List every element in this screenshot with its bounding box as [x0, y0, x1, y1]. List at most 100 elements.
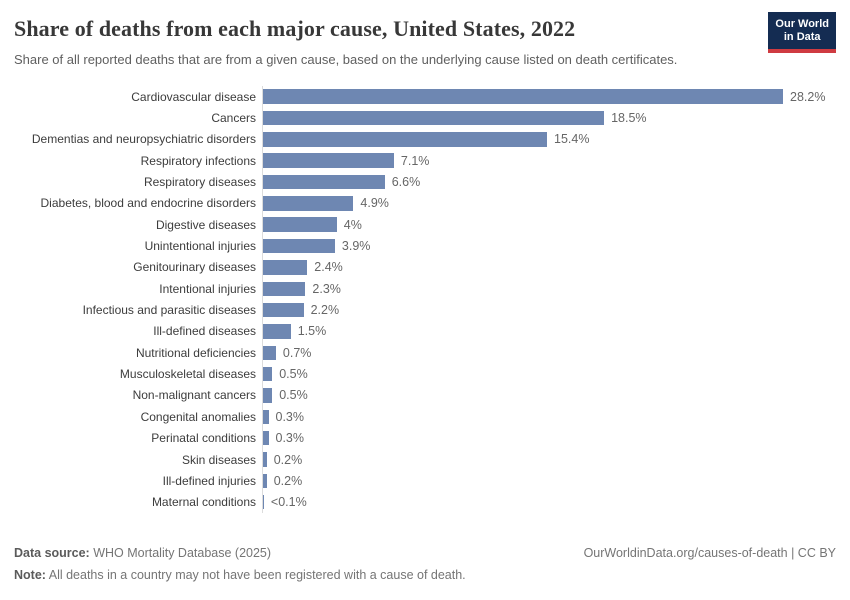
chart-row: Ill-defined injuries 0.2%: [10, 470, 836, 492]
chart-row: Maternal conditions <0.1%: [10, 491, 836, 513]
category-label: Skin diseases: [181, 452, 256, 467]
data-source-text: WHO Mortality Database (2025): [89, 546, 272, 560]
axis-and-bar-cell: <0.1%: [262, 491, 836, 513]
bar[interactable]: [263, 153, 394, 168]
chart-row: Nutritional deficiencies 0.7%: [10, 342, 836, 364]
chart-row: Infectious and parasitic diseases 2.2%: [10, 299, 836, 321]
category-label: Unintentional injuries: [144, 239, 256, 254]
category-label: Maternal conditions: [151, 495, 256, 510]
bar[interactable]: [263, 494, 264, 510]
axis-and-bar-cell: 3.9%: [262, 235, 836, 257]
chart-row: Genitourinary diseases 2.4%: [10, 256, 836, 279]
chart-row: Skin diseases 0.2%: [10, 448, 836, 471]
value-label: 7.1%: [400, 153, 430, 168]
bar[interactable]: [263, 196, 354, 211]
bar[interactable]: [263, 473, 267, 489]
axis-and-bar-cell: 0.2%: [262, 448, 836, 471]
axis-and-bar-cell: 0.3%: [262, 406, 836, 428]
chart-row: Diabetes, blood and endocrine disorders …: [10, 192, 836, 215]
chart-row: Digestive diseases 4%: [10, 214, 836, 236]
value-label: 2.4%: [314, 260, 343, 275]
axis-and-bar-cell: 2.3%: [262, 278, 836, 300]
value-label: 6.6%: [391, 175, 421, 190]
bar[interactable]: [263, 238, 335, 254]
note-text: All deaths in a country may not have bee…: [45, 568, 466, 582]
bar[interactable]: [263, 430, 269, 446]
bar[interactable]: [263, 281, 306, 297]
value-label: 28.2%: [790, 89, 826, 104]
value-label: 3.9%: [341, 239, 371, 254]
chart-rows: Cardiovascular disease 28.2% Cancers 18.…: [10, 86, 836, 513]
value-label: 0.7%: [282, 345, 312, 360]
bar[interactable]: [263, 132, 547, 147]
value-label: 4.9%: [360, 196, 389, 211]
category-label: Digestive diseases: [155, 217, 256, 232]
bar[interactable]: [263, 302, 304, 318]
chart-row: Unintentional injuries 3.9%: [10, 235, 836, 257]
axis-and-bar-cell: 0.7%: [262, 342, 836, 364]
owid-logo[interactable]: Our World in Data: [768, 12, 836, 53]
axis-and-bar-cell: 0.2%: [262, 470, 836, 492]
data-source-label: Data source:: [14, 546, 90, 560]
bar[interactable]: [263, 89, 783, 104]
category-label: Non-malignant cancers: [132, 388, 256, 403]
value-label: <0.1%: [270, 495, 307, 510]
value-label: 0.2%: [273, 473, 303, 488]
category-label: Musculoskeletal diseases: [119, 367, 256, 382]
chart-row: Ill-defined diseases 1.5%: [10, 320, 836, 343]
footer-note-line: Note: All deaths in a country may not ha…: [14, 564, 836, 586]
axis-and-bar-cell: 4%: [262, 214, 836, 236]
value-label: 18.5%: [611, 111, 647, 126]
bar[interactable]: [263, 345, 276, 361]
category-label: Dementias and neuropsychiatric disorders: [31, 132, 256, 147]
value-label: 15.4%: [554, 132, 590, 147]
chart-title: Share of deaths from each major cause, U…: [14, 16, 576, 41]
category-label: Cardiovascular disease: [131, 89, 256, 104]
chart-row: Respiratory diseases 6.6%: [10, 171, 836, 193]
owid-logo-line1: Our World: [775, 18, 829, 30]
bar[interactable]: [263, 366, 273, 382]
category-label: Ill-defined injuries: [162, 473, 256, 488]
chart-row: Musculoskeletal diseases 0.5%: [10, 363, 836, 385]
bar[interactable]: [263, 324, 291, 339]
bar[interactable]: [263, 260, 308, 275]
bar[interactable]: [263, 409, 269, 425]
chart-row: Non-malignant cancers 0.5%: [10, 384, 836, 407]
chart-row: Cancers 18.5%: [10, 107, 836, 129]
data-source-line: Data source: WHO Mortality Database (202…: [14, 542, 271, 564]
bar[interactable]: [263, 388, 273, 403]
value-label: 0.3%: [275, 409, 305, 424]
axis-and-bar-cell: 2.4%: [262, 256, 836, 279]
axis-and-bar-cell: 15.4%: [262, 128, 836, 151]
category-label: Diabetes, blood and endocrine disorders: [40, 196, 256, 211]
owid-url-link[interactable]: OurWorldinData.org/causes-of-death | CC …: [583, 546, 836, 560]
axis-and-bar-cell: 6.6%: [262, 171, 836, 193]
axis-and-bar-cell: 0.5%: [262, 363, 836, 385]
chart-footer: Data source: WHO Mortality Database (202…: [14, 542, 836, 586]
bar[interactable]: [263, 110, 605, 126]
axis-and-bar-cell: 0.3%: [262, 427, 836, 449]
category-label: Nutritional deficiencies: [135, 345, 256, 360]
chart-row: Dementias and neuropsychiatric disorders…: [10, 128, 836, 151]
owid-logo-line2: in Data: [783, 31, 821, 43]
value-label: 0.2%: [273, 452, 303, 467]
value-label: 0.5%: [279, 367, 308, 382]
bar-chart: Cardiovascular disease 28.2% Cancers 18.…: [0, 86, 850, 513]
value-label: 1.5%: [297, 324, 327, 339]
category-label: Genitourinary diseases: [133, 260, 256, 275]
axis-and-bar-cell: 2.2%: [262, 299, 836, 321]
category-label: Perinatal conditions: [151, 431, 256, 446]
value-label: 2.2%: [310, 303, 340, 318]
axis-and-bar-cell: 18.5%: [262, 107, 836, 129]
axis-and-bar-cell: 4.9%: [262, 192, 836, 215]
category-label: Ill-defined diseases: [153, 324, 256, 339]
category-label: Intentional injuries: [159, 281, 256, 296]
category-label: Respiratory diseases: [143, 175, 256, 190]
bar[interactable]: [263, 452, 267, 467]
bar[interactable]: [263, 174, 385, 190]
chart-row: Intentional injuries 2.3%: [10, 278, 836, 300]
axis-and-bar-cell: 0.5%: [262, 384, 836, 407]
value-label: 0.5%: [279, 388, 308, 403]
bar[interactable]: [263, 217, 337, 232]
